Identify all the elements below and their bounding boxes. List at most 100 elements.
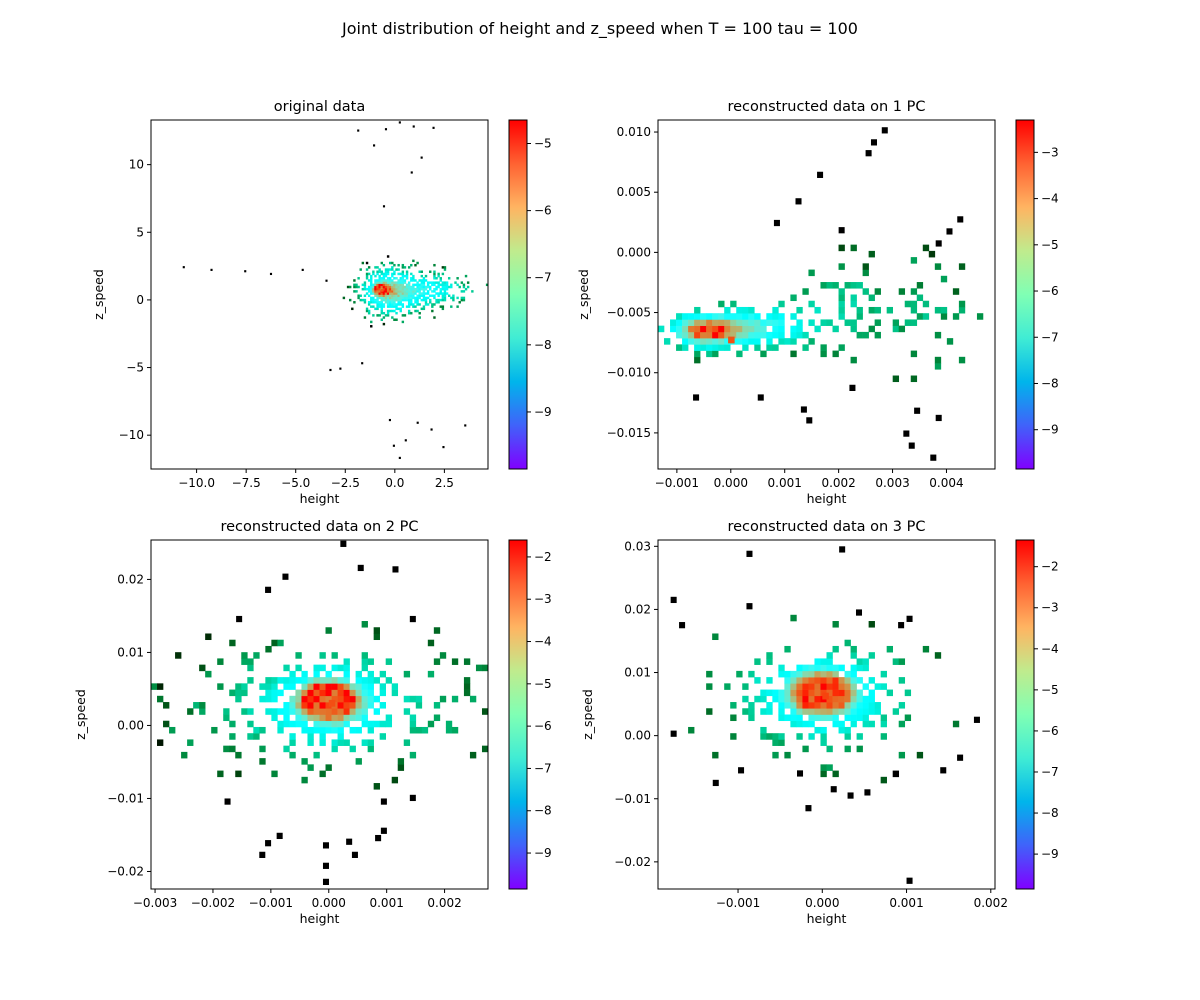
heatmap-cell (433, 290, 436, 293)
heatmap-cell (277, 677, 284, 684)
heatmap-cell (420, 298, 424, 302)
heatmap-cell (414, 287, 417, 291)
heatmap-cell (374, 266, 377, 269)
heatmap-cell (898, 720, 906, 728)
heatmap-cell (393, 292, 396, 295)
subplot-4: −0.001 0.000 0.001 0.002−0.02−0.010.000.010… (580, 519, 1059, 926)
heatmap-cell (391, 285, 394, 289)
heatmap-cell (850, 708, 857, 715)
heatmap-cell (844, 702, 851, 709)
heatmap-outlier-cell (432, 126, 435, 129)
heatmap-cell (353, 285, 356, 289)
heatmap-cell (439, 287, 442, 291)
heatmap-cell (355, 758, 362, 765)
heatmap-cell (838, 300, 845, 308)
heatmap-cell (319, 689, 326, 697)
heatmap-cell (384, 281, 388, 284)
heatmap-cell (265, 695, 272, 703)
heatmap-cell (389, 296, 392, 300)
y-tick-label: 0 (136, 293, 144, 307)
heatmap-cell (380, 311, 383, 315)
heatmap-cell (289, 702, 296, 709)
heatmap-cell (355, 285, 358, 289)
heatmap-cell (376, 266, 379, 269)
heatmap-cell (337, 695, 344, 703)
heatmap-cell (389, 279, 392, 282)
heatmap-cell (820, 714, 827, 722)
heatmap-cell (374, 283, 377, 287)
heatmap-cell (435, 292, 438, 295)
heatmap-cell (386, 311, 390, 315)
heatmap-cell (289, 733, 296, 740)
heatmap-cell (361, 283, 365, 287)
heatmap-cell (481, 664, 489, 672)
heatmap-cell (832, 621, 839, 628)
heatmap-cell (401, 294, 405, 297)
heatmap-cell (313, 683, 320, 690)
heatmap-cell (790, 708, 797, 715)
heatmap-cell (429, 287, 432, 291)
heatmap-cell (391, 279, 394, 282)
heatmap-cell (760, 331, 767, 339)
heatmap-cell (401, 290, 405, 293)
heatmap-cell (271, 714, 278, 722)
heatmap-cell (277, 708, 284, 715)
heatmap-cell (778, 733, 785, 740)
colorbar-tick-label: −5 (1041, 683, 1059, 697)
heatmap-cell (363, 294, 367, 297)
heatmap-cell (736, 313, 743, 320)
heatmap-cell (922, 313, 930, 320)
heatmap-cell (429, 294, 432, 297)
heatmap-cell (271, 639, 278, 647)
heatmap-cell (427, 670, 435, 678)
heatmap-cell (403, 285, 407, 289)
heatmap-cell (790, 702, 797, 709)
heatmap-cell (778, 695, 785, 703)
heatmap-cell (414, 305, 417, 308)
x-tick-label: 0.003 (875, 476, 909, 490)
heatmap-cell (868, 677, 875, 684)
heatmap-cell (289, 739, 296, 746)
heatmap-cell (838, 344, 845, 351)
heatmap-cell (431, 290, 434, 293)
heatmap-cell (460, 290, 464, 293)
colorbar: −9−8−7−6−5−4−3−2 (1015, 539, 1059, 890)
heatmap-cell (399, 272, 402, 276)
heatmap-cell (922, 244, 930, 252)
subplot-title: original data (274, 99, 365, 115)
y-tick-label: 0.00 (117, 718, 144, 732)
colorbar-tick-label: −8 (1041, 806, 1059, 820)
heatmap-cells (658, 127, 984, 461)
heatmap-cell (373, 708, 380, 715)
heatmap-cell (952, 313, 960, 320)
heatmap-cell (343, 720, 350, 728)
heatmap-cell (844, 708, 851, 715)
heatmap-cell (844, 745, 851, 753)
heatmap-cell (382, 290, 386, 293)
heatmap-outlier-cell (712, 779, 719, 787)
heatmap-cell (838, 263, 845, 270)
heatmap-cell (301, 677, 308, 684)
heatmap-cell (229, 745, 236, 753)
heatmap-cell (391, 266, 394, 269)
heatmap-cell (862, 695, 869, 703)
heatmap-cell (389, 261, 392, 265)
heatmap-cell (319, 770, 326, 778)
heatmap-outlier-cell (339, 367, 342, 370)
heatmap-cell (868, 720, 875, 728)
heatmap-cell (401, 285, 405, 289)
heatmap-cell (407, 266, 411, 269)
heatmap-cell (391, 305, 394, 308)
heatmap-cell (331, 708, 338, 715)
heatmap-cells (182, 121, 489, 460)
heatmap-cell (283, 683, 290, 690)
heatmap-cell (399, 279, 402, 282)
heatmap-cell (451, 695, 459, 703)
x-tick-label: 0.001 (369, 896, 403, 910)
heatmap-cell (247, 720, 254, 728)
heatmap-cell (439, 298, 442, 302)
heatmap-cell (694, 306, 701, 314)
heatmap-outlier-cell (392, 566, 399, 573)
heatmap-cell (389, 285, 392, 289)
heatmap-cell (355, 670, 362, 678)
